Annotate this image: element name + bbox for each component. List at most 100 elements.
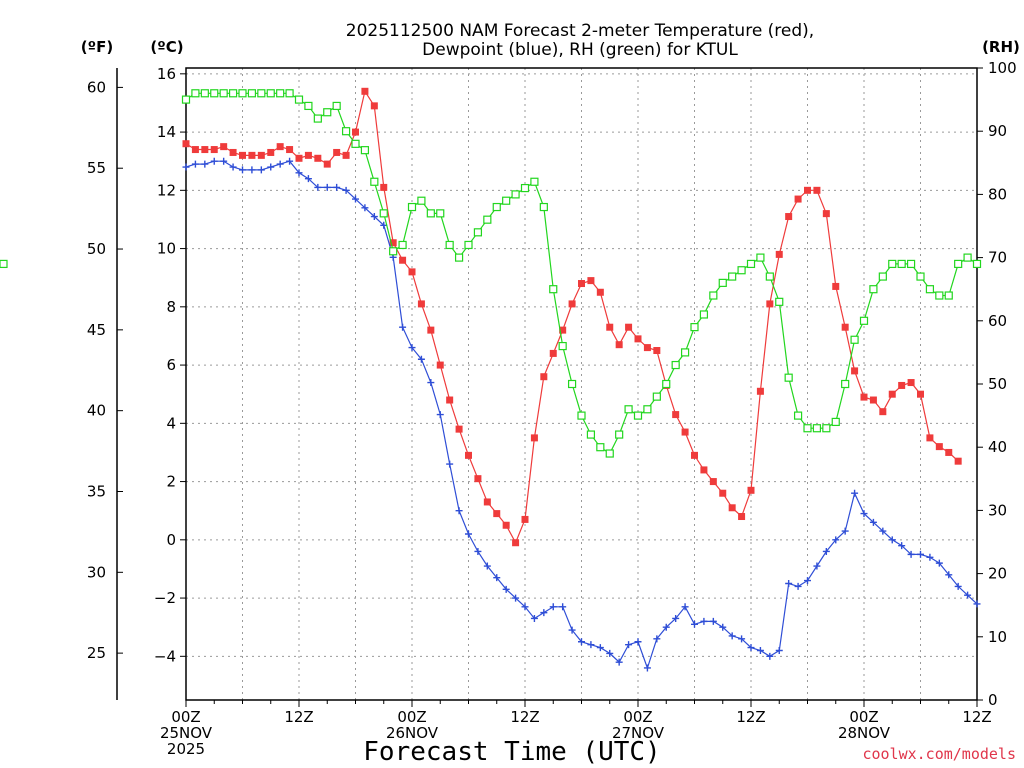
dewpoint-point [568, 626, 576, 634]
dewpoint-point [540, 609, 548, 617]
rh-point [906, 259, 916, 269]
temperature-point [888, 390, 896, 398]
dewpoint-point [352, 195, 359, 203]
temperature-point [851, 367, 859, 375]
dewpoint-point [257, 166, 265, 174]
dewpoint-point [728, 632, 736, 640]
dewpoint-point [606, 649, 614, 657]
time-tick-label: 2025 [167, 740, 205, 758]
temperature-point [191, 146, 199, 154]
temperature-point [361, 87, 369, 95]
dewpoint-point [917, 550, 924, 558]
dewpoint-point [907, 550, 915, 558]
temperature-point [474, 475, 482, 483]
temperature-point [380, 183, 388, 191]
rh-point [690, 323, 699, 332]
dewpoint-point [775, 646, 783, 654]
dewpoint-point [738, 635, 746, 643]
temperature-point [540, 373, 548, 381]
temperature-point [643, 344, 651, 352]
dewpoint-point [436, 411, 444, 419]
dewpoint-point [964, 591, 972, 599]
rh-point [558, 341, 567, 351]
rh-point [709, 291, 718, 300]
rh-point [530, 177, 539, 186]
rh-tick-label: 40 [988, 438, 1007, 456]
celsius-tick-label: 4 [166, 414, 176, 432]
temperature-point [399, 256, 407, 264]
temperature-point [587, 277, 595, 285]
rh-point [850, 335, 859, 344]
rh-point [605, 449, 614, 458]
rh-point [944, 291, 953, 300]
dewpoint-point [182, 163, 190, 171]
rh-point [775, 297, 784, 306]
celsius-tick-label: 12 [157, 181, 176, 199]
time-tick-label: 00Z [397, 708, 426, 726]
dewpoint-point [945, 571, 953, 579]
time-tick-label: 12Z [736, 708, 765, 726]
dewpoint-point [625, 641, 633, 649]
rh-point [454, 253, 464, 262]
celsius-tick-label: −2 [154, 589, 176, 607]
temperature-point [794, 195, 802, 203]
temperature-point [417, 300, 425, 308]
temperature-point [898, 381, 906, 389]
temperature-point [502, 521, 510, 529]
rh-point [841, 379, 850, 389]
temperature-point [323, 160, 331, 168]
dewpoint-point [370, 213, 378, 221]
dewpoint-point [201, 160, 209, 168]
rh-point [680, 348, 690, 357]
temperature-point [653, 347, 661, 355]
chart-title-line1: 2025112500 NAM Forecast 2-meter Temperat… [346, 21, 814, 41]
temperature-point [634, 335, 642, 343]
rh-unit-label: (RH) [982, 38, 1020, 56]
dewpoint-point [578, 638, 585, 646]
dewpoint-point [596, 644, 604, 652]
rh-point [351, 139, 360, 148]
temperature-point [813, 186, 821, 194]
dewpoint-point [653, 635, 661, 643]
temperature-point [766, 300, 774, 308]
credit-text: coolwx.com/models [862, 745, 1016, 763]
fahrenheit-tick-label: 25 [87, 644, 106, 662]
time-tick-label: 12Z [510, 708, 539, 726]
rh-point [492, 202, 501, 212]
rh-point [473, 228, 483, 237]
rh-point [822, 424, 831, 433]
rh-point [426, 209, 435, 218]
rh-tick-label: 80 [988, 185, 1007, 203]
rh-point [728, 272, 737, 281]
celsius-tick-label: 10 [157, 240, 176, 258]
dewpoint-point [427, 379, 435, 387]
temperature-point [530, 434, 538, 442]
temperature-point [625, 323, 633, 331]
rh-point [859, 316, 869, 325]
temperature-point [455, 425, 463, 433]
dewpoint-point [888, 536, 896, 544]
temperature-point [257, 151, 265, 159]
rh-point [765, 272, 774, 281]
dewpoint-point [973, 600, 981, 608]
temperature-point [738, 513, 746, 521]
dewpoint-point [304, 175, 312, 183]
rh-point [756, 253, 765, 262]
rh-point [803, 424, 812, 433]
temperature-point [304, 151, 312, 159]
dewpoint-point [323, 183, 331, 191]
temperature-point [559, 326, 567, 334]
rh-point [323, 108, 332, 117]
rh-point [210, 89, 219, 98]
fahrenheit-tick-label: 30 [87, 563, 106, 581]
series-dewpoint [182, 157, 981, 672]
fahrenheit-tick-label: 50 [87, 240, 106, 258]
series-layer [0, 87, 982, 672]
rh-point [0, 259, 8, 269]
rh-tick-label: 0 [988, 691, 998, 709]
dewpoint-point [446, 460, 454, 468]
rh-point [502, 196, 511, 205]
dewpoint-point [361, 204, 369, 212]
celsius-tick-label: 2 [166, 473, 176, 491]
